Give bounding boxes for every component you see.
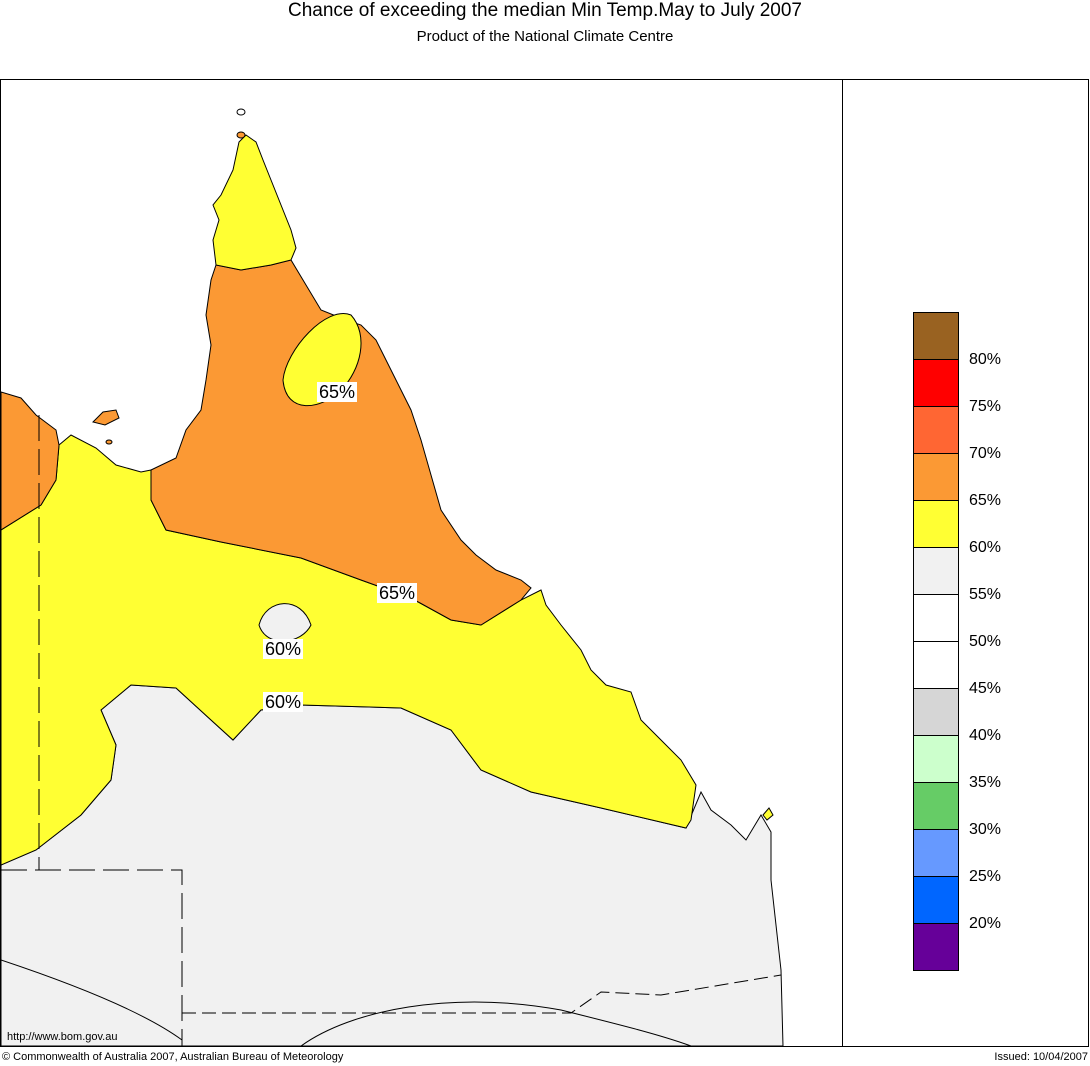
contour-label: 65% bbox=[317, 382, 358, 402]
legend-label: 65% bbox=[969, 492, 1002, 509]
legend-swatch bbox=[913, 407, 959, 454]
legend-label: 75% bbox=[969, 398, 1002, 415]
legend-label: 45% bbox=[969, 680, 1002, 697]
state-border bbox=[1, 869, 183, 1046]
orange-region-cape bbox=[150, 259, 532, 626]
state-border bbox=[182, 974, 782, 1014]
legend-swatch bbox=[913, 924, 959, 971]
legend-swatch bbox=[913, 312, 959, 360]
island bbox=[236, 108, 246, 116]
legend-swatch bbox=[913, 830, 959, 877]
source-url: http://www.bom.gov.au bbox=[7, 1031, 118, 1043]
legend-label: 70% bbox=[969, 445, 1002, 462]
legend-label: 40% bbox=[969, 727, 1002, 744]
legend-label: 50% bbox=[969, 633, 1002, 650]
island bbox=[105, 439, 113, 445]
grey-island bbox=[258, 603, 312, 642]
legend-swatch bbox=[913, 689, 959, 736]
legend-label: 55% bbox=[969, 586, 1002, 603]
legend-divider bbox=[842, 79, 843, 1047]
probability-map bbox=[1, 108, 784, 1046]
legend-swatch bbox=[913, 783, 959, 830]
legend-swatch bbox=[913, 454, 959, 501]
legend-swatch bbox=[913, 642, 959, 689]
island bbox=[236, 131, 246, 139]
contour-label: 60% bbox=[263, 639, 304, 659]
map-title: Chance of exceeding the median Min Temp.… bbox=[287, 0, 802, 21]
legend bbox=[913, 312, 959, 971]
island bbox=[92, 409, 120, 426]
legend-label: 25% bbox=[969, 868, 1002, 885]
yellow-cape-tip bbox=[212, 134, 297, 271]
legend-swatch bbox=[913, 548, 959, 595]
legend-swatch bbox=[913, 595, 959, 642]
legend-label: 60% bbox=[969, 539, 1002, 556]
legend-swatch bbox=[913, 360, 959, 407]
issued-date: Issued: 10/04/2007 bbox=[994, 1051, 1088, 1063]
legend-swatch bbox=[913, 501, 959, 548]
orange-region-west bbox=[1, 391, 60, 531]
legend-label: 80% bbox=[969, 351, 1002, 368]
legend-label: 20% bbox=[969, 915, 1002, 932]
legend-label: 35% bbox=[969, 774, 1002, 791]
contour-label: 65% bbox=[377, 583, 418, 603]
legend-swatch bbox=[913, 877, 959, 924]
island bbox=[762, 807, 774, 821]
contour-line bbox=[300, 1001, 692, 1046]
map-subtitle: Product of the National Climate Centre bbox=[416, 28, 674, 45]
grey-region bbox=[1, 684, 784, 1046]
copyright-notice: © Commonwealth of Australia 2007, Austra… bbox=[2, 1051, 344, 1063]
contour-line bbox=[1, 959, 183, 1041]
contour-label: 60% bbox=[263, 692, 304, 712]
legend-swatch bbox=[913, 736, 959, 783]
legend-label: 30% bbox=[969, 821, 1002, 838]
